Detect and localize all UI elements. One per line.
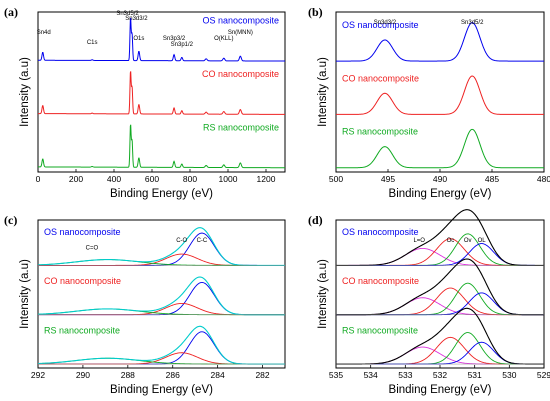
- component-curve: [336, 292, 544, 316]
- x-tick-label: 530: [502, 370, 516, 380]
- peak-annotation: Sn3p1/2: [171, 42, 194, 48]
- series-label: RS nanocomposite: [44, 325, 120, 335]
- peak-annotation: C-O: [176, 238, 187, 244]
- x-tick-label: 286: [166, 370, 180, 380]
- envelope-curve: [336, 258, 544, 316]
- series-label: OS nanocomposite: [342, 227, 419, 237]
- peak-annotation: Sn3p3/2: [163, 36, 186, 42]
- x-tick-label: 534: [364, 370, 378, 380]
- x-tick-label: 282: [255, 370, 269, 380]
- series-label: CO nanocomposite: [342, 276, 419, 286]
- x-tick-label: 288: [121, 370, 135, 380]
- plot-frame: [37, 11, 286, 173]
- series-label: CO nanocomposite: [342, 73, 419, 83]
- x-tick-label: 400: [107, 174, 121, 184]
- peak-annotation: Oc: [447, 238, 455, 244]
- x-tick-label: 485: [485, 174, 499, 184]
- component-curve: [336, 341, 544, 365]
- panel-letter: (d): [308, 213, 323, 227]
- trace-2: [336, 75, 544, 115]
- panel-letter: (a): [4, 5, 18, 19]
- peak-annotation: Sn4d: [37, 30, 51, 36]
- x-tick-label: 284: [211, 370, 225, 380]
- trace-3: [38, 124, 285, 169]
- component-curve: [336, 336, 544, 365]
- y-axis-title: Intensity (a.u): [317, 57, 329, 127]
- series-label: RS nanocomposite: [342, 127, 418, 137]
- x-tick-label: 490: [433, 174, 447, 184]
- peak-annotation: O(KLL): [214, 36, 233, 42]
- trace-3: [336, 128, 544, 169]
- series-label: OS nanocomposite: [202, 16, 279, 26]
- series-label: CO nanocomposite: [44, 276, 121, 286]
- envelope-curve: [336, 307, 544, 365]
- series-label: RS nanocomposite: [342, 325, 418, 335]
- x-tick-label: 1000: [219, 174, 238, 184]
- x-axis-title: Binding Energy (eV): [389, 384, 492, 396]
- panel-letter: (b): [308, 5, 323, 19]
- x-tick-label: 531: [468, 370, 482, 380]
- x-axis-title: Binding Energy (eV): [389, 188, 492, 200]
- plot-frame: [37, 219, 286, 369]
- peak-annotation: Ov: [464, 238, 472, 244]
- component-curve: [336, 332, 544, 365]
- panel-a: (a) 0 200 400 600 800 1000 1200 Binding Energy (…: [4, 5, 286, 200]
- trace-1: [336, 22, 544, 62]
- x-tick-label: 533: [398, 370, 412, 380]
- x-tick-label: 600: [145, 174, 159, 184]
- x-tick-label: 200: [69, 174, 83, 184]
- peak-annotation: Sn3d3/2: [125, 16, 148, 22]
- panel-letter: (c): [4, 213, 17, 227]
- peak-annotation: OL: [478, 238, 487, 244]
- x-tick-label: 292: [31, 370, 45, 380]
- y-axis-title: Intensity (a.u): [19, 57, 31, 127]
- x-tick-label: 0: [36, 174, 41, 184]
- panel-c: (c) 292 290 288 286 284 282 Binding Energy (eV)…: [4, 213, 286, 396]
- plot-frame: [335, 11, 545, 173]
- panel-b: (b) 500 495 490 485 480 Binding Energy (eV) Int…: [308, 5, 550, 200]
- peak-annotation: C=O: [86, 246, 99, 252]
- y-axis-title: Intensity (a.u): [19, 259, 31, 329]
- component-curve: [336, 282, 544, 316]
- x-tick-label: 800: [183, 174, 197, 184]
- component-curve: [336, 233, 544, 266]
- component-curve: [336, 238, 544, 266]
- envelope-curve: [336, 209, 544, 266]
- peak-annotation: O1s: [133, 36, 144, 42]
- peak-annotation: C1s: [87, 40, 98, 46]
- peak-annotation: Sn3d5/2: [116, 11, 139, 17]
- series-label: OS nanocomposite: [44, 227, 121, 237]
- peak-annotation: Sn(MNN): [228, 30, 253, 36]
- peak-annotation: C-C: [197, 238, 208, 244]
- x-tick-label: 495: [381, 174, 395, 184]
- x-tick-label: 529: [537, 370, 550, 380]
- series-label: OS nanocomposite: [342, 20, 419, 30]
- x-tick-label: 500: [329, 174, 343, 184]
- trace-1: [38, 17, 285, 62]
- series-label: RS nanocomposite: [203, 122, 279, 132]
- component-curve: [336, 287, 544, 316]
- peak-annotation: Sn3d5/2: [461, 20, 484, 26]
- x-axis-title: Binding Energy (eV): [110, 384, 213, 396]
- peak-annotation: L=O: [413, 238, 425, 244]
- x-tick-label: 535: [329, 370, 343, 380]
- trace-2: [38, 71, 285, 115]
- x-tick-label: 480: [537, 174, 550, 184]
- x-tick-label: 290: [76, 370, 90, 380]
- component-curve: [336, 243, 544, 266]
- series-label: CO nanocomposite: [202, 69, 279, 79]
- y-axis-title: Intensity (a.u): [317, 259, 329, 329]
- panel-d: (d) 535 534 533 532 531 530 529 Binding Energy (…: [308, 209, 550, 396]
- x-axis-title: Binding Energy (eV): [110, 188, 213, 200]
- x-tick-label: 1200: [257, 174, 276, 184]
- peak-annotation: Sn3d3/2: [374, 20, 397, 26]
- x-tick-label: 532: [433, 370, 447, 380]
